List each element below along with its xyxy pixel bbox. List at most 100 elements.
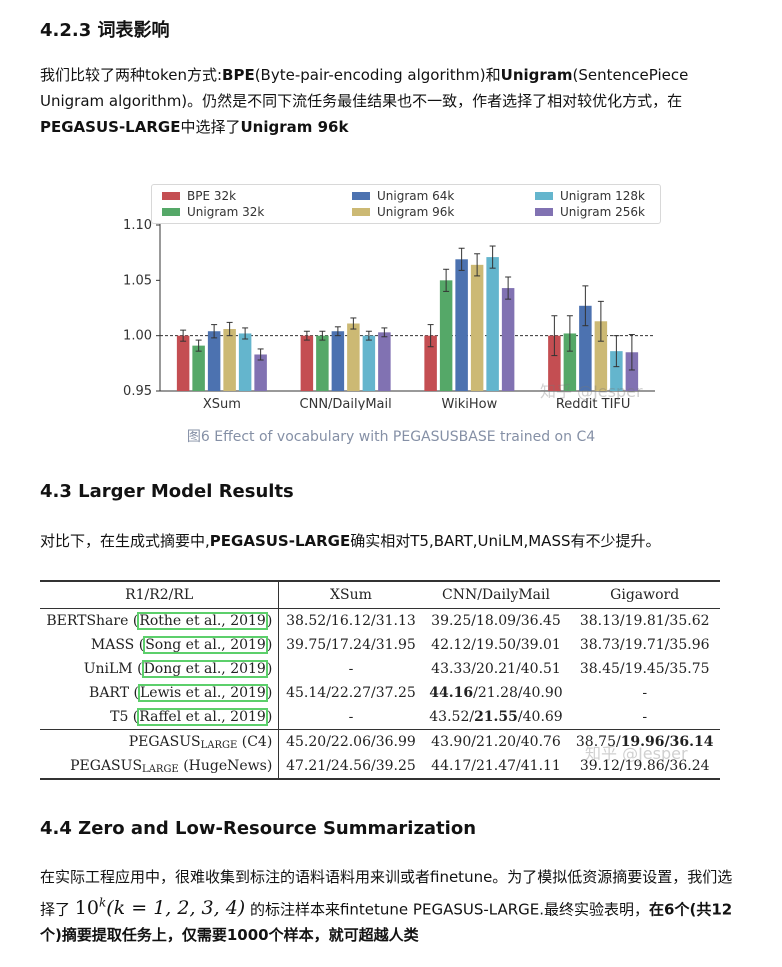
bar xyxy=(563,333,577,391)
best-score: 19.96/36.14 xyxy=(620,734,714,750)
cnn-cell: 43.90/21.20/40.76 xyxy=(431,734,561,750)
col-header: XSum xyxy=(330,587,372,603)
model-subscript: LARGE xyxy=(142,763,179,775)
cnn-cell: 44.16/21.28/40.90 xyxy=(423,681,570,705)
citation-link[interactable]: Lewis et al., 2019 xyxy=(137,684,268,702)
gigaword-cell: - xyxy=(642,685,648,701)
bold-text: PEGASUS-LARGE xyxy=(40,118,181,136)
legend-item: Unigram 96k xyxy=(352,205,454,219)
best-score: 21.55 xyxy=(474,709,518,725)
legend-label: Unigram 96k xyxy=(377,205,455,219)
y-tick-label: 0.95 xyxy=(123,384,152,399)
section-heading-4-3: 4.3 Larger Model Results xyxy=(40,481,294,502)
table-row: PEGASUSLARGE (HugeNews) 47.21/24.56/39.2… xyxy=(40,754,720,779)
paragraph-vocabulary: 我们比较了两种token方式:BPE(Byte-pair-encoding al… xyxy=(40,62,740,140)
model-cell: PEGASUSLARGE (HugeNews) xyxy=(40,754,280,779)
model-name: T5 xyxy=(110,709,129,725)
xsum-cell: 45.20/22.06/36.99 xyxy=(286,734,416,750)
bar xyxy=(347,323,360,391)
chart-svg: 0.95 1.00 1.05 1.10 XSum CNN/DailyMail WikiHow… xyxy=(123,218,655,412)
model-cell: T5 (Raffel et al., 2019) xyxy=(40,705,280,730)
bar xyxy=(625,352,639,391)
bar xyxy=(486,257,499,391)
watermark: 知乎 @Jesper xyxy=(540,382,643,401)
score-pre: 43.52/ xyxy=(429,709,475,725)
paragraph-larger-model: 对比下，在生成式摘要中,PEGASUS-LARGE确实相对T5,BART,Uni… xyxy=(40,528,740,554)
text: 对比下，在生成式摘要中, xyxy=(40,532,210,550)
y-tick-label: 1.10 xyxy=(123,218,152,233)
model-name: UniLM xyxy=(83,661,133,677)
text: 在实际工程应用中，很难收集到标注的语料语料用来训或者finetune。为了模拟低… xyxy=(40,868,733,919)
math-exponent: k xyxy=(98,896,107,910)
legend-item: Unigram 256k xyxy=(535,205,645,219)
bar xyxy=(501,288,515,391)
bar xyxy=(300,335,314,391)
text: (SentencePiece Unigram algorithm)。仍然是不同下… xyxy=(40,66,689,110)
cnn-cell: 44.17/21.47/41.11 xyxy=(431,758,561,774)
text: (Byte-pair-encoding algorithm)和 xyxy=(254,66,501,84)
legend-label: Unigram 256k xyxy=(560,205,645,219)
legend-swatch xyxy=(162,192,180,200)
xsum-cell: - xyxy=(348,709,354,725)
citation-link[interactable]: Rothe et al., 2019 xyxy=(137,612,268,630)
gigaword-cell: 38.13/19.81/35.62 xyxy=(579,613,710,629)
xsum-cell: 39.75/17.24/31.95 xyxy=(286,637,416,653)
model-cell: BART (Lewis et al., 2019) xyxy=(40,681,280,705)
model-cell: BERTShare (Rothe et al., 2019) xyxy=(40,608,280,633)
bold-text: Unigram 96k xyxy=(240,118,349,136)
bar xyxy=(594,321,608,391)
gigaword-cell: 38.45/19.45/35.75 xyxy=(579,661,710,677)
text: 确实相对T5,BART,UniLM,MASS有不少提升。 xyxy=(350,532,661,550)
citation-link[interactable]: Raffel et al., 2019 xyxy=(137,708,268,726)
model-name: MASS xyxy=(90,637,135,653)
legend-swatch xyxy=(535,192,553,200)
bar xyxy=(610,351,623,391)
model-cell: PEGASUSLARGE (C4) xyxy=(40,729,280,754)
xsum-cell: 45.14/22.27/37.25 xyxy=(286,685,416,701)
bar xyxy=(254,354,267,391)
xsum-cell: - xyxy=(348,661,354,677)
legend-item: BPE 32k xyxy=(162,189,236,203)
bar xyxy=(331,331,345,391)
legend-swatch xyxy=(535,208,553,216)
legend-label: Unigram 64k xyxy=(377,189,455,203)
x-tick-label: WikiHow xyxy=(442,397,498,410)
table-row: BART (Lewis et al., 2019) 45.14/22.27/37… xyxy=(40,681,720,705)
score-pre: 38.75/ xyxy=(575,734,621,750)
bold-text: BPE xyxy=(222,66,255,84)
legend-item: Unigram 64k xyxy=(352,189,454,203)
y-tick-label: 1.05 xyxy=(123,273,152,288)
results-table: R1/R2/RL XSum CNN/DailyMail Gigaword BER… xyxy=(40,580,720,780)
col-header: R1/R2/RL xyxy=(40,581,280,609)
bar xyxy=(470,264,484,391)
bar xyxy=(579,305,592,391)
table-row: UniLM (Dong et al., 2019) - 43.33/20.21/… xyxy=(40,657,720,681)
x-tick-label: XSum xyxy=(203,397,241,410)
x-tick-label: CNN/DailyMail xyxy=(300,397,392,410)
bar xyxy=(362,335,376,391)
bar xyxy=(207,331,221,391)
model-name: BERTShare xyxy=(46,613,129,629)
model-subscript: LARGE xyxy=(200,739,238,751)
table-row: T5 (Raffel et al., 2019) - 43.52/21.55/4… xyxy=(40,705,720,730)
math-rest: (k = 1, 2, 3, 4) xyxy=(106,897,246,920)
math-base: 10 xyxy=(74,897,99,920)
bold-text: 在6个(共12个)摘要提取任务上，仅需要1000个样本，就可超越人类 xyxy=(40,900,733,945)
text: 的标注样本来fintetune PEGASUS-LARGE.最终实验表明， xyxy=(245,900,650,919)
gigaword-cell: 38.75/19.96/36.14 xyxy=(569,730,720,755)
gigaword-cell: 38.73/19.71/35.96 xyxy=(579,637,710,653)
col-header: CNN/DailyMail xyxy=(441,587,550,603)
model-cell: UniLM (Dong et al., 2019) xyxy=(40,657,280,681)
section-heading-4-2-3: 4.2.3 词表影响 xyxy=(40,20,170,41)
paragraph-low-resource: 在实际工程应用中，很难收集到标注的语料语料用来训或者finetune。为了模拟低… xyxy=(40,864,740,948)
bar xyxy=(238,333,252,391)
cnn-cell: 42.12/19.50/39.01 xyxy=(431,637,561,653)
bold-text: Unigram xyxy=(500,66,573,84)
legend-label: Unigram 32k xyxy=(187,205,265,219)
section-heading-4-4: 4.4 Zero and Low-Resource Summarization xyxy=(40,818,477,839)
model-name: PEGASUS xyxy=(128,733,201,750)
model-suffix: (HugeNews) xyxy=(183,757,273,774)
legend-swatch xyxy=(352,208,370,216)
citation-link[interactable]: Dong et al., 2019 xyxy=(141,660,268,678)
citation-link[interactable]: Song et al., 2019 xyxy=(143,636,268,654)
